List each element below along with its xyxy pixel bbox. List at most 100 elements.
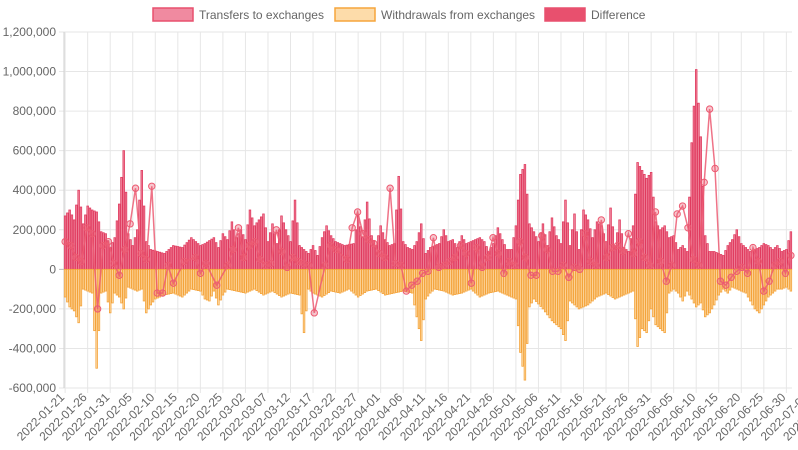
bar-withdrawal[interactable] <box>773 268 777 292</box>
difference-point[interactable] <box>213 281 221 289</box>
bar-transfer[interactable] <box>363 219 367 270</box>
bar-withdrawal[interactable] <box>354 268 358 296</box>
bar-withdrawal[interactable] <box>237 268 240 292</box>
bar-transfer[interactable] <box>683 248 687 270</box>
bar-transfer[interactable] <box>697 102 700 270</box>
bar-transfer[interactable] <box>133 237 137 270</box>
bar-transfer[interactable] <box>528 223 531 270</box>
bar-withdrawal[interactable] <box>298 268 301 296</box>
bar-withdrawal[interactable] <box>257 268 261 293</box>
bar-transfer[interactable] <box>399 208 403 270</box>
bar-withdrawal[interactable] <box>688 268 691 296</box>
bar-withdrawal[interactable] <box>151 268 155 303</box>
bar-withdrawal[interactable] <box>672 268 675 290</box>
bar-transfer[interactable] <box>183 244 186 270</box>
difference-point[interactable] <box>467 279 476 287</box>
bar-withdrawal[interactable] <box>122 268 125 310</box>
bar-transfer[interactable] <box>521 169 524 270</box>
difference-point[interactable] <box>565 273 573 281</box>
difference-point[interactable] <box>397 261 405 270</box>
bar-withdrawal[interactable] <box>679 268 682 298</box>
bar-withdrawal[interactable] <box>84 268 87 291</box>
bar-withdrawal[interactable] <box>284 268 288 296</box>
difference-point[interactable] <box>283 263 291 272</box>
bar-withdrawal[interactable] <box>264 268 267 295</box>
bar-transfer[interactable] <box>156 251 159 270</box>
bar-withdrawal[interactable] <box>496 268 500 292</box>
difference-point[interactable] <box>478 263 486 272</box>
bar-withdrawal[interactable] <box>239 268 243 293</box>
bar-transfer[interactable] <box>638 166 642 270</box>
bar-withdrawal[interactable] <box>530 268 533 304</box>
bar-withdrawal[interactable] <box>546 268 549 316</box>
difference-point[interactable] <box>142 255 151 264</box>
bar-withdrawal[interactable] <box>505 268 509 296</box>
bar-withdrawal[interactable] <box>537 268 540 305</box>
bar-withdrawal[interactable] <box>314 268 317 295</box>
bar-transfer[interactable] <box>492 243 495 270</box>
difference-point[interactable] <box>630 249 638 258</box>
bar-transfer[interactable] <box>789 231 793 270</box>
bar-withdrawal[interactable] <box>683 268 687 297</box>
bar-withdrawal[interactable] <box>190 268 193 290</box>
bar-transfer[interactable] <box>354 229 358 270</box>
bar-withdrawal[interactable] <box>627 268 630 294</box>
bar-withdrawal[interactable] <box>582 268 585 308</box>
bar-withdrawal[interactable] <box>226 268 229 290</box>
bar-transfer[interactable] <box>199 245 202 270</box>
difference-point[interactable] <box>364 235 373 244</box>
bar-transfer[interactable] <box>174 245 177 270</box>
bar-withdrawal[interactable] <box>131 268 134 290</box>
difference-point[interactable] <box>743 269 752 277</box>
bar-withdrawal[interactable] <box>562 268 565 336</box>
legend-item-transfers[interactable]: Transfers to exchanges <box>152 7 324 22</box>
bar-transfer[interactable] <box>329 235 333 270</box>
bar-withdrawal[interactable] <box>685 268 689 292</box>
bar-withdrawal[interactable] <box>710 268 714 310</box>
bar-withdrawal[interactable] <box>359 268 362 296</box>
difference-point[interactable] <box>657 257 665 266</box>
bar-withdrawal[interactable] <box>300 268 303 315</box>
bar-withdrawal[interactable] <box>278 268 281 296</box>
bar-withdrawal[interactable] <box>507 268 511 297</box>
bar-withdrawal[interactable] <box>580 268 583 309</box>
bar-withdrawal[interactable] <box>753 268 757 310</box>
difference-point[interactable] <box>164 261 172 270</box>
difference-point[interactable] <box>749 243 757 252</box>
bar-transfer[interactable] <box>124 191 128 270</box>
bar-transfer[interactable] <box>341 244 344 270</box>
bar-withdrawal[interactable] <box>692 268 696 304</box>
difference-point[interactable] <box>543 245 551 254</box>
difference-point[interactable] <box>72 253 80 262</box>
bar-withdrawal[interactable] <box>280 268 283 298</box>
bar-withdrawal[interactable] <box>232 268 236 291</box>
difference-point[interactable] <box>66 241 75 250</box>
bar-withdrawal[interactable] <box>460 268 464 294</box>
bar-withdrawal[interactable] <box>246 268 249 293</box>
bar-withdrawal[interactable] <box>758 268 761 314</box>
difference-point[interactable] <box>440 261 448 270</box>
difference-point[interactable] <box>494 249 503 258</box>
bar-withdrawal[interactable] <box>311 268 315 294</box>
bar-withdrawal[interactable] <box>111 268 114 304</box>
bar-withdrawal[interactable] <box>185 268 189 294</box>
bar-withdrawal[interactable] <box>749 268 752 302</box>
bar-withdrawal[interactable] <box>670 268 673 292</box>
difference-point[interactable] <box>456 241 465 250</box>
bar-withdrawal[interactable] <box>140 268 143 290</box>
bar-withdrawal[interactable] <box>444 268 448 293</box>
bar-transfer[interactable] <box>390 244 394 270</box>
bar-transfer[interactable] <box>679 247 682 270</box>
bar-withdrawal[interactable] <box>564 268 567 341</box>
bar-transfer[interactable] <box>417 232 421 270</box>
bar-transfer[interactable] <box>573 213 576 270</box>
bar-transfer[interactable] <box>420 223 423 270</box>
bar-transfer[interactable] <box>710 251 714 270</box>
bar-transfer[interactable] <box>131 245 134 270</box>
difference-point[interactable] <box>787 251 795 260</box>
bar-withdrawal[interactable] <box>553 268 556 324</box>
difference-point[interactable] <box>695 261 703 270</box>
bar-transfer[interactable] <box>136 229 139 270</box>
bar-withdrawal[interactable] <box>228 268 231 291</box>
bar-withdrawal[interactable] <box>329 268 333 292</box>
